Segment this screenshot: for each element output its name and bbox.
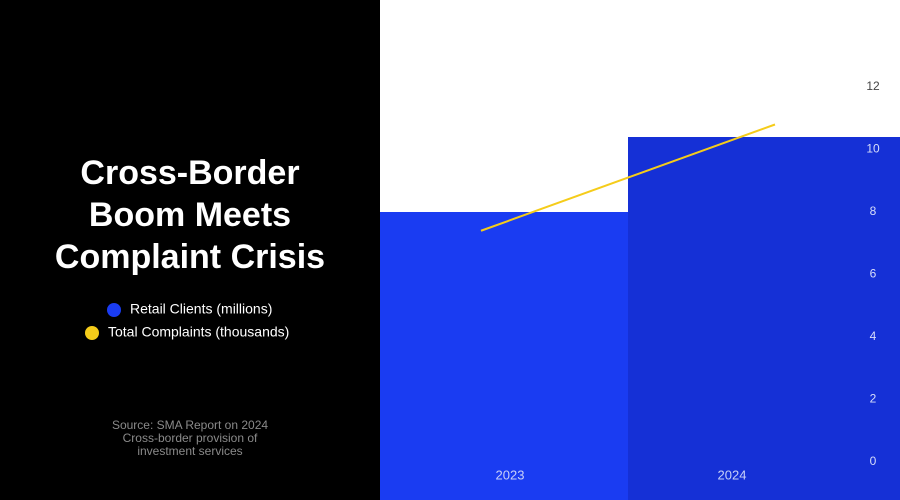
legend-label: Retail Clients (millions) <box>130 301 272 317</box>
legend-label: Total Complaints (thousands) <box>108 324 289 340</box>
x-tick-label: 2024 <box>718 467 747 482</box>
x-tick-label: 2023 <box>496 467 525 482</box>
bar <box>628 137 900 500</box>
chart-title: Cross-Border <box>80 154 299 192</box>
side-panel <box>0 0 380 500</box>
bar <box>380 212 628 500</box>
legend-marker <box>107 303 121 317</box>
line <box>480 123 776 232</box>
source-note: Source: SMA Report on 2024 Cross-border … <box>111 418 269 458</box>
y-tick-label: 0 <box>870 454 877 468</box>
y-tick-label: 12 <box>866 79 880 93</box>
y-tick-label: 6 <box>870 267 877 281</box>
y-tick-label: 2 <box>870 392 877 406</box>
y-tick-label: 4 <box>870 329 877 343</box>
chart-title: Complaint Crisis <box>55 238 325 276</box>
legend-marker <box>85 326 99 340</box>
y-tick-label: 8 <box>870 204 877 218</box>
chart-title: Boom Meets <box>89 196 291 234</box>
y-tick-label: 10 <box>866 142 880 156</box>
